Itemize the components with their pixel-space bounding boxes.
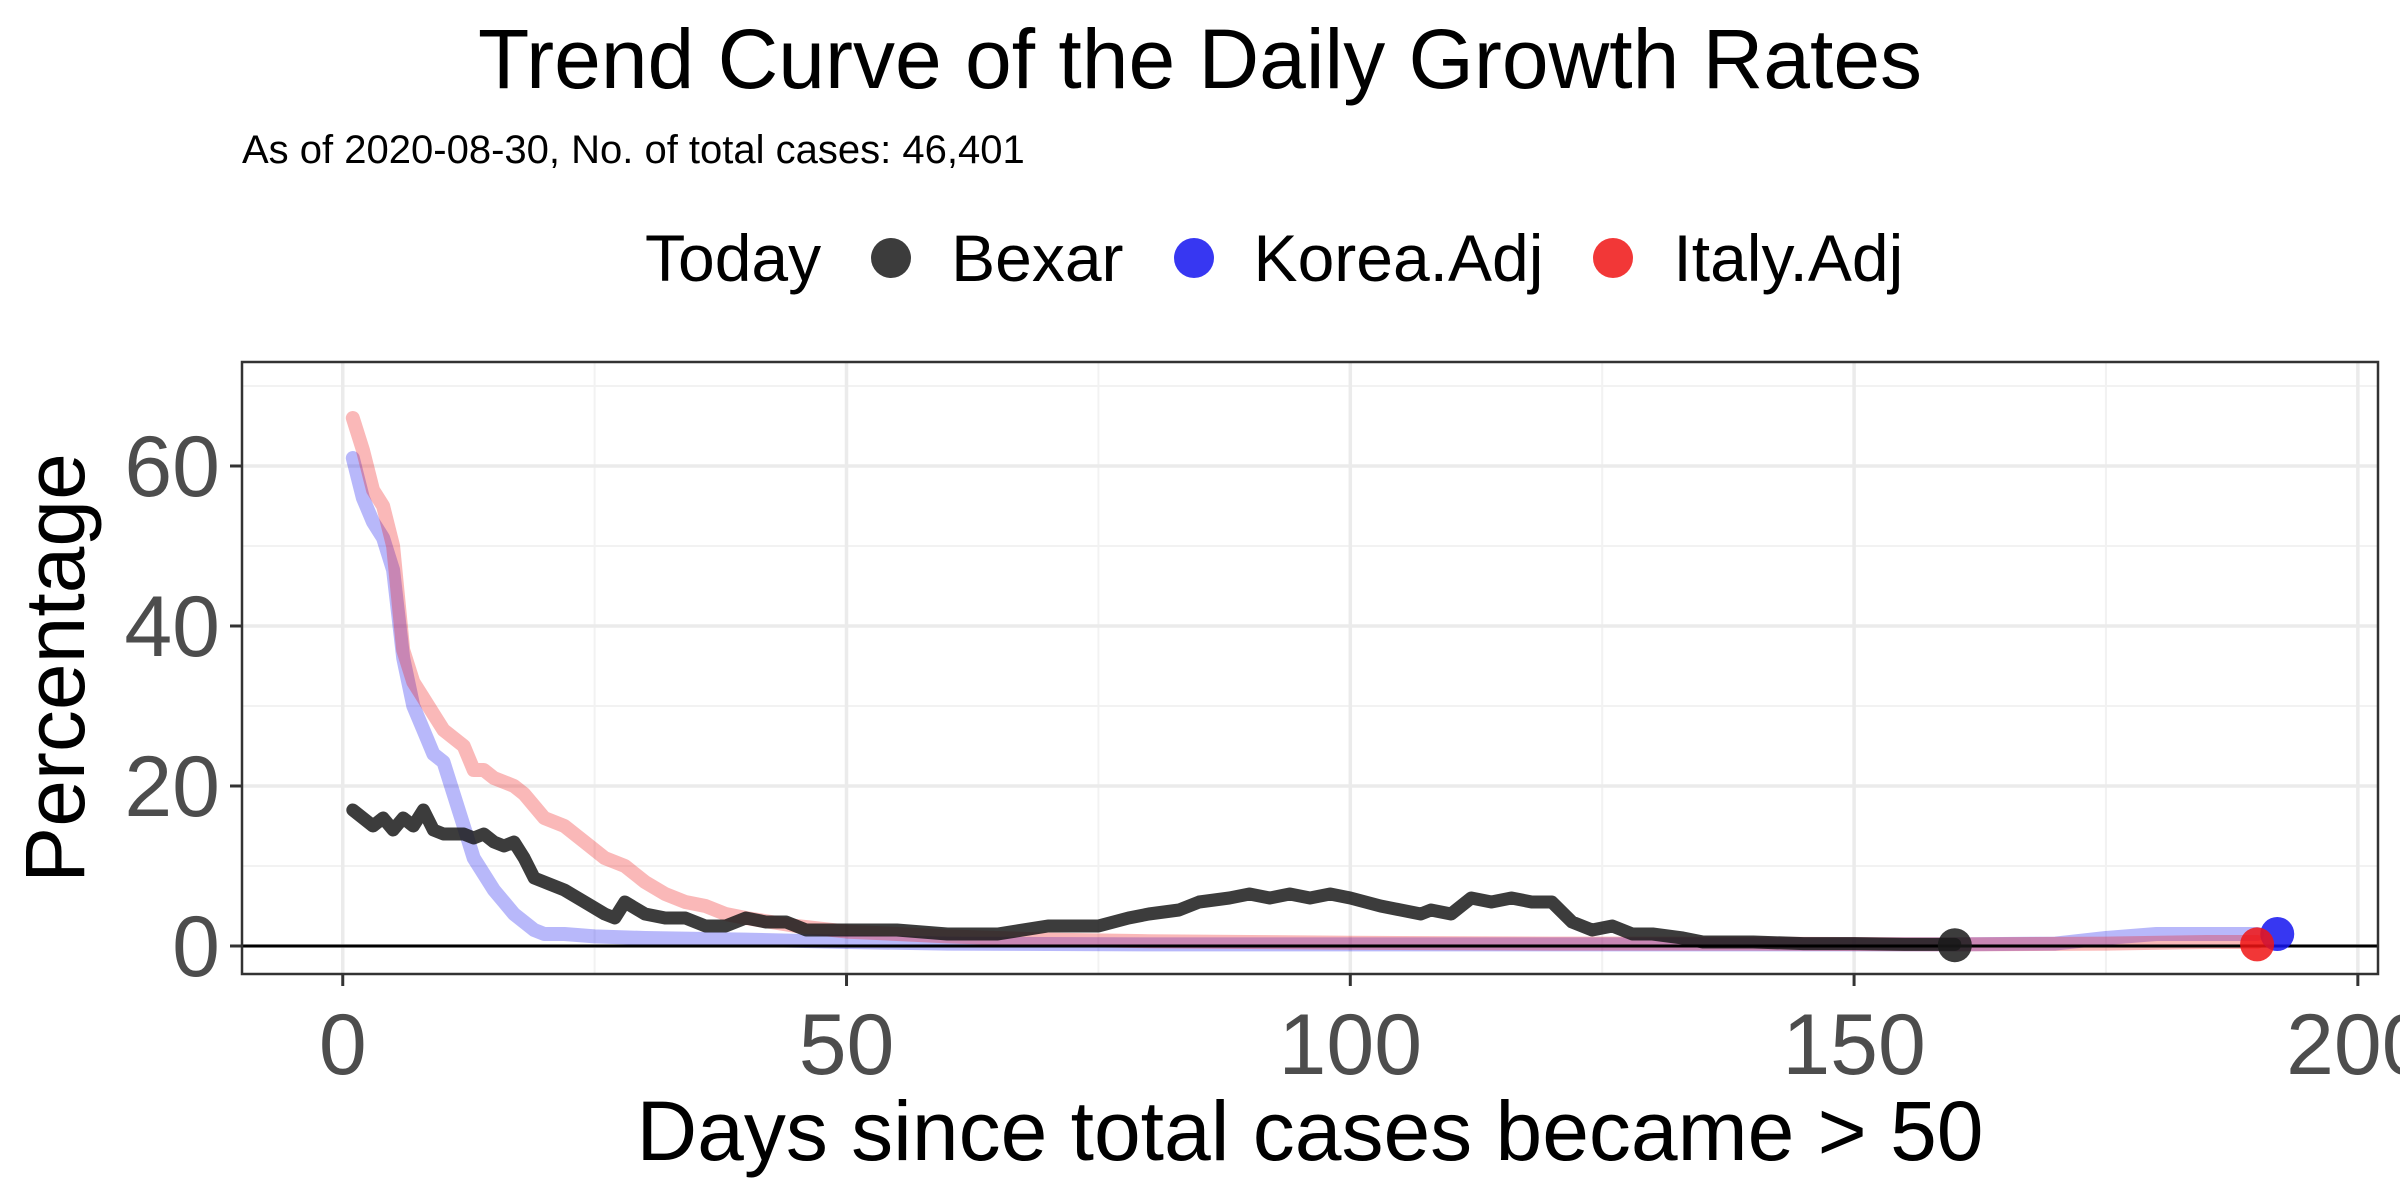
today-points-layer xyxy=(1937,917,2295,963)
legend-dot-bexar xyxy=(871,238,912,278)
y-tick-label: 20 xyxy=(124,739,220,835)
y-axis-title: Percentage xyxy=(8,453,102,883)
x-tick-label: 50 xyxy=(799,997,895,1093)
x-tick-label: 200 xyxy=(2286,997,2400,1093)
legend-item-italy: Italy.Adj xyxy=(1593,220,1903,296)
series-line-italy-adj xyxy=(345,411,2265,952)
legend-label-bexar: Bexar xyxy=(951,221,1124,295)
minor-gridlines xyxy=(242,362,2378,974)
legend: Today Bexar Korea.Adj Italy.Adj xyxy=(645,216,1953,300)
x-tick-label: 150 xyxy=(1782,997,1926,1093)
legend-item-korea: Korea.Adj xyxy=(1173,220,1544,296)
y-tick-label: 40 xyxy=(124,579,220,675)
x-tick-label: 100 xyxy=(1279,997,1423,1093)
series-layer xyxy=(345,411,2265,952)
plot-panel xyxy=(242,362,2378,974)
y-axis: 0 20 40 60 xyxy=(124,419,242,995)
chart-subtitle: As of 2020-08-30, No. of total cases: 46… xyxy=(242,128,1025,172)
legend-label-korea: Korea.Adj xyxy=(1253,221,1544,295)
legend-item-bexar: Bexar xyxy=(871,220,1124,296)
y-tick-label: 0 xyxy=(172,899,220,995)
legend-label-italy: Italy.Adj xyxy=(1673,221,1904,295)
x-tick-label: 0 xyxy=(319,997,367,1093)
y-tick-label: 60 xyxy=(124,419,220,515)
x-axis: 0 50 100 150 200 xyxy=(319,974,2400,1093)
today-point-bexar xyxy=(1937,928,1972,963)
plot-border xyxy=(240,360,2380,976)
legend-dot-korea xyxy=(1173,238,1214,278)
legend-title: Today xyxy=(645,221,822,295)
today-point-italy-adj xyxy=(2240,927,2275,962)
legend-dot-italy xyxy=(1593,238,1634,278)
x-axis-title: Days since total cases became > 50 xyxy=(636,1084,1983,1178)
chart-title: Trend Curve of the Daily Growth Rates xyxy=(477,12,1923,106)
series-line-bexar xyxy=(346,803,1962,951)
